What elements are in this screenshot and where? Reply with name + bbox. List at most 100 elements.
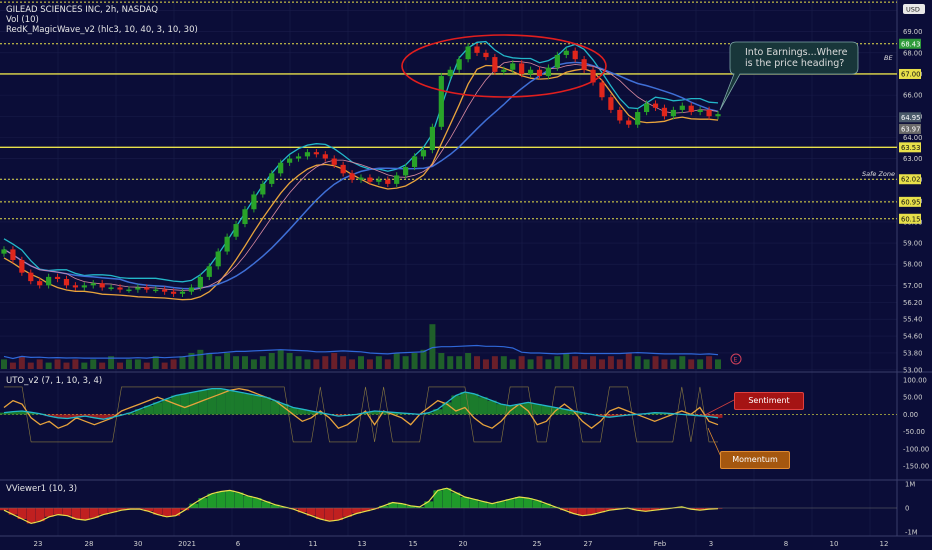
- current-price-label: 64.95: [901, 114, 920, 122]
- uto-histogram-bar: [614, 414, 624, 417]
- price-level-tag: [899, 38, 921, 49]
- time-axis-tick: 20: [459, 540, 468, 548]
- time-axis-tick: 13: [358, 540, 367, 548]
- volume-bar: [1, 359, 7, 369]
- vviewer-bar: [44, 508, 54, 517]
- uto-histogram-bar: [279, 404, 289, 415]
- vviewer-bar: [695, 508, 705, 511]
- candle-body: [295, 156, 302, 159]
- vviewer-bar: [343, 508, 352, 517]
- uto-histogram-bar: [695, 414, 705, 416]
- uto-histogram-bar: [514, 404, 524, 415]
- time-axis-tick: 2021: [178, 540, 196, 548]
- volume-bar: [170, 359, 177, 369]
- uto-histogram-bar: [568, 410, 578, 415]
- candle-body: [635, 112, 641, 125]
- candle-body: [269, 173, 275, 184]
- vviewer-bar: [469, 499, 479, 508]
- candle-body: [411, 156, 418, 167]
- uto-histogram-bar: [650, 412, 660, 415]
- vviewer-axis-tick: 1M: [905, 481, 915, 489]
- candle-body: [46, 276, 52, 286]
- last-price-tag: [899, 123, 921, 134]
- volume-bar: [715, 359, 721, 369]
- price-axis-tick: 59.00: [903, 240, 922, 248]
- candle-body: [438, 76, 444, 127]
- candle-body: [304, 152, 311, 157]
- vviewer-bar: [180, 508, 190, 511]
- uto-histogram-bar: [26, 412, 36, 415]
- volume-bar: [616, 359, 623, 369]
- candle-body: [688, 105, 694, 113]
- uto-histogram-bar: [89, 414, 99, 418]
- volume-bar: [465, 353, 472, 369]
- uto-histogram-bar: [605, 414, 615, 418]
- volume-bar: [688, 359, 695, 369]
- annotation-bubble: [719, 41, 859, 111]
- candle-body: [447, 69, 453, 77]
- volume-bar: [545, 359, 552, 369]
- candle-body: [474, 46, 480, 53]
- vviewer-bar: [641, 508, 651, 512]
- price-level-tag: [899, 213, 921, 224]
- uto-histogram-bar: [478, 397, 488, 415]
- grid-lines: [0, 0, 897, 536]
- volume-bar: [63, 362, 70, 369]
- annotation-line-1: Into Earnings...Where: [745, 47, 848, 58]
- volume-bar: [581, 359, 588, 369]
- volume-bar: [607, 356, 614, 369]
- currency-label: USD: [906, 6, 920, 14]
- volume-bar: [313, 359, 320, 369]
- vviewer-bar: [442, 488, 452, 508]
- uto-histogram-bar: [243, 393, 253, 415]
- volume-bar: [340, 356, 347, 369]
- time-axis-tick: 12: [880, 540, 889, 548]
- candle-body: [492, 57, 498, 72]
- uto-histogram-bar: [225, 390, 235, 415]
- time-axis-tick: 6: [236, 540, 241, 548]
- candle-body: [153, 289, 159, 292]
- uto-pane-title: UTO_v2 (7, 1, 10, 3, 4): [6, 376, 103, 386]
- earnings-zone-ellipse: [401, 34, 607, 98]
- volume-bar: [661, 359, 668, 369]
- uto-histogram-bar: [451, 395, 461, 415]
- uto-axis-tick: 100.00: [903, 377, 927, 385]
- earnings-marker-label: E: [734, 357, 738, 364]
- candle-body: [340, 164, 346, 174]
- candle-body: [179, 291, 186, 294]
- currency-tag: [903, 4, 925, 14]
- uto-axis-tick: -100.00: [903, 445, 929, 453]
- candle-body: [563, 50, 569, 55]
- volume-bar: [482, 359, 489, 369]
- price-axis-tick: 63.00: [903, 155, 922, 163]
- vviewer-bar: [8, 508, 18, 515]
- time-axis-tick: 25: [533, 540, 542, 548]
- symbol-title: GILEAD SCIENCES INC, 2h, NASDAQ: [6, 5, 158, 15]
- uto-axis-tick: 0.00: [903, 411, 918, 419]
- candle-body: [465, 46, 471, 60]
- vviewer-bar: [596, 508, 605, 513]
- vviewer-bar: [17, 508, 27, 519]
- vviewer-axis-tick: -1M: [905, 529, 918, 537]
- volume-bar: [117, 362, 124, 369]
- uto-histogram-bar: [306, 410, 316, 415]
- vviewer-bar: [171, 508, 181, 516]
- uto-histogram-bar: [388, 412, 398, 415]
- vviewer-bar: [587, 508, 596, 515]
- vviewer-bar: [225, 490, 235, 508]
- volume-bar: [108, 356, 115, 369]
- vviewer-bar: [62, 508, 72, 516]
- vviewer-bar: [80, 508, 90, 521]
- volume-bar: [215, 356, 222, 369]
- vviewer-bar: [99, 508, 108, 515]
- volume-bar: [634, 356, 641, 369]
- uto-histogram-bar: [379, 411, 389, 415]
- uto-histogram-bar: [270, 400, 280, 415]
- current-price-tag: [899, 112, 921, 123]
- uto-histogram-bar: [433, 409, 443, 415]
- volume-bar: [9, 362, 16, 369]
- time-axis-tick: 23: [34, 540, 43, 548]
- candle-body: [626, 120, 632, 125]
- volume-bar: [384, 359, 391, 369]
